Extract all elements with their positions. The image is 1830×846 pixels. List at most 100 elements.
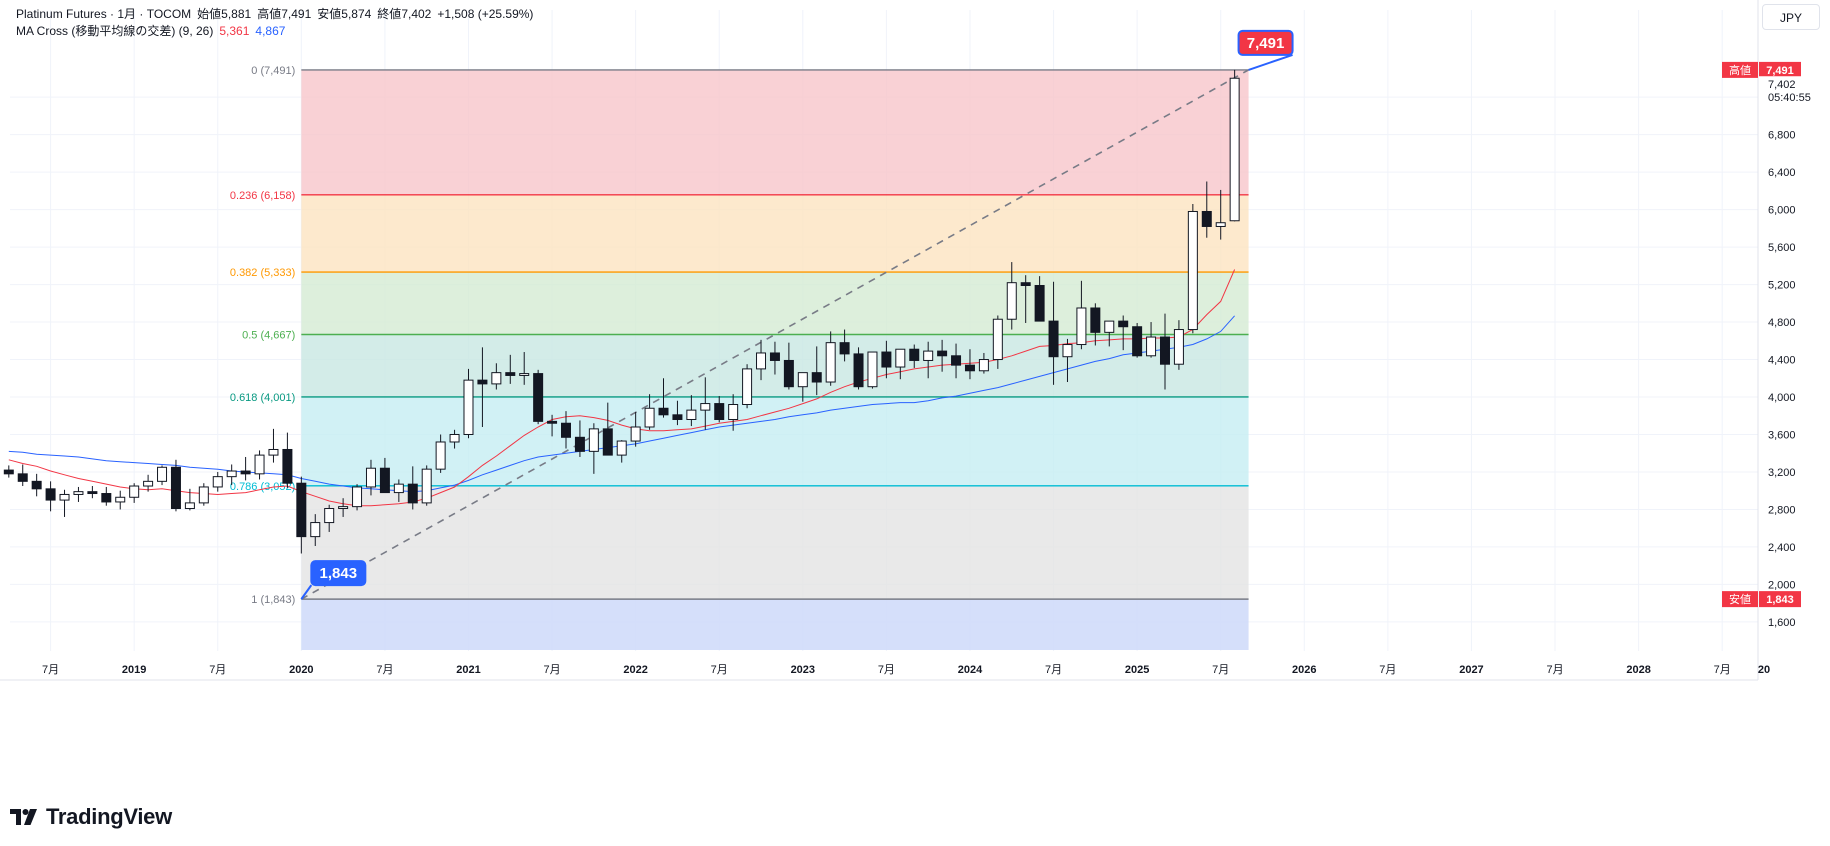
candle-body <box>881 351 892 368</box>
tradingview-logo-text: TradingView <box>46 804 172 829</box>
fib-level-label: 0 (7,491) <box>251 65 295 77</box>
candle-body <box>714 403 725 420</box>
chart-legend: Platinum Futures · 1月 · TOCOM 始値5,881 高値… <box>16 6 533 40</box>
candle-body <box>87 491 98 495</box>
candle <box>477 347 488 427</box>
price-axis-tick-label: 6,800 <box>1768 130 1796 142</box>
fib-zone <box>301 194 1249 273</box>
candle <box>226 464 237 486</box>
price-axis-tick-label: 5,200 <box>1768 280 1796 292</box>
high-price-tag-value-box <box>1759 61 1801 78</box>
candle-body <box>1006 282 1017 320</box>
candle-body <box>519 373 530 376</box>
low-price-tag-label-box <box>1722 591 1758 608</box>
candle <box>547 414 558 437</box>
fib-zone-extension <box>301 599 1249 650</box>
candle-body <box>477 379 488 385</box>
candle <box>616 440 627 463</box>
candle <box>714 396 725 423</box>
candle <box>923 341 934 379</box>
ohlc-close: 終値7,402 <box>377 7 432 21</box>
high-price-tag: 高値 7,491 <box>1722 61 1801 78</box>
fib-zone <box>301 69 1249 195</box>
price-axis-tick-label: 1,600 <box>1768 617 1796 629</box>
time-axis-tick-label: 2028 <box>1626 664 1650 676</box>
candle-body <box>588 428 599 452</box>
high-anchor-callout-pointer <box>1248 53 1293 71</box>
price-axis-tick-label: 2,400 <box>1768 542 1796 554</box>
candle-body <box>226 470 237 478</box>
candle-body <box>1020 282 1031 287</box>
time-axis-tick-label: 2025 <box>1125 664 1149 676</box>
candle <box>825 331 836 386</box>
candle-body <box>1090 307 1101 333</box>
candle <box>87 486 98 499</box>
candle <box>1020 275 1031 323</box>
ohlc-open: 始値5,881 <box>197 7 252 21</box>
candle-body <box>783 359 794 388</box>
candle-body <box>574 436 585 452</box>
candle-body <box>992 318 1003 361</box>
candle-body <box>129 485 140 498</box>
price-axis-tick-label: 6,400 <box>1768 167 1796 179</box>
currency-button[interactable]: JPY <box>1762 4 1820 30</box>
high-anchor-callout-box <box>1237 29 1294 56</box>
candle <box>964 349 975 380</box>
candle <box>1159 313 1170 390</box>
indicator-name[interactable]: MA Cross (移動平均線の交差) (9, 26) <box>16 24 214 38</box>
candle-body <box>964 364 975 372</box>
candle-body <box>365 467 376 488</box>
candle-body <box>728 404 739 420</box>
tradingview-logo[interactable]: TradingView <box>10 802 172 832</box>
candle <box>783 342 794 390</box>
candle <box>73 486 84 502</box>
tradingview-logo-icon <box>10 809 37 825</box>
candle-body <box>1229 77 1240 222</box>
candle <box>1173 320 1184 370</box>
last-price-tag-box <box>1759 76 1815 107</box>
candle <box>421 465 432 506</box>
candle-body <box>853 353 864 388</box>
candle-body <box>658 407 669 416</box>
ma-9-line <box>8 269 1236 507</box>
candle <box>1034 276 1045 322</box>
low-anchor-callout-box <box>310 560 367 587</box>
candle <box>1201 181 1212 238</box>
candle <box>31 473 42 497</box>
candle-body <box>296 482 307 538</box>
price-axis-tick-label: 3,200 <box>1768 467 1796 479</box>
candle <box>115 490 126 510</box>
candle <box>143 474 154 492</box>
candle-body <box>463 379 474 435</box>
low-anchor-callout-pointer <box>300 584 313 600</box>
candle-body <box>825 342 836 383</box>
candle <box>644 394 655 430</box>
candle <box>338 498 349 517</box>
symbol-title[interactable]: Platinum Futures · 1月 · TOCOM <box>16 7 192 21</box>
time-axis-tick-label: 2020 <box>289 664 313 676</box>
candle <box>1215 189 1226 240</box>
ohlc-high: 高値7,491 <box>257 7 312 21</box>
candle <box>630 412 641 447</box>
candle-body <box>672 414 683 420</box>
time-axis-tick-label: 2024 <box>958 664 983 676</box>
last-price-value: 7,402 <box>1768 79 1796 91</box>
candle-body <box>393 483 404 494</box>
time-axis-tick-label: 7月 <box>878 664 895 676</box>
candle-body <box>170 466 181 510</box>
candle <box>324 504 335 532</box>
candle <box>1104 320 1115 347</box>
candle <box>867 351 878 389</box>
candle <box>811 346 822 396</box>
candle <box>463 368 474 439</box>
candle <box>212 471 223 492</box>
candle-body <box>1173 329 1184 365</box>
fib-level-labels: 0 (7,491) 0.236 (6,158) 0.382 (5,333) 0.5 (… <box>230 65 295 606</box>
time-axis-tick-label: 7月 <box>711 664 728 676</box>
candle-body <box>240 470 251 475</box>
time-axis-tick-label: 2023 <box>791 664 815 676</box>
time-axis-tick-label: 20 <box>1758 664 1770 676</box>
